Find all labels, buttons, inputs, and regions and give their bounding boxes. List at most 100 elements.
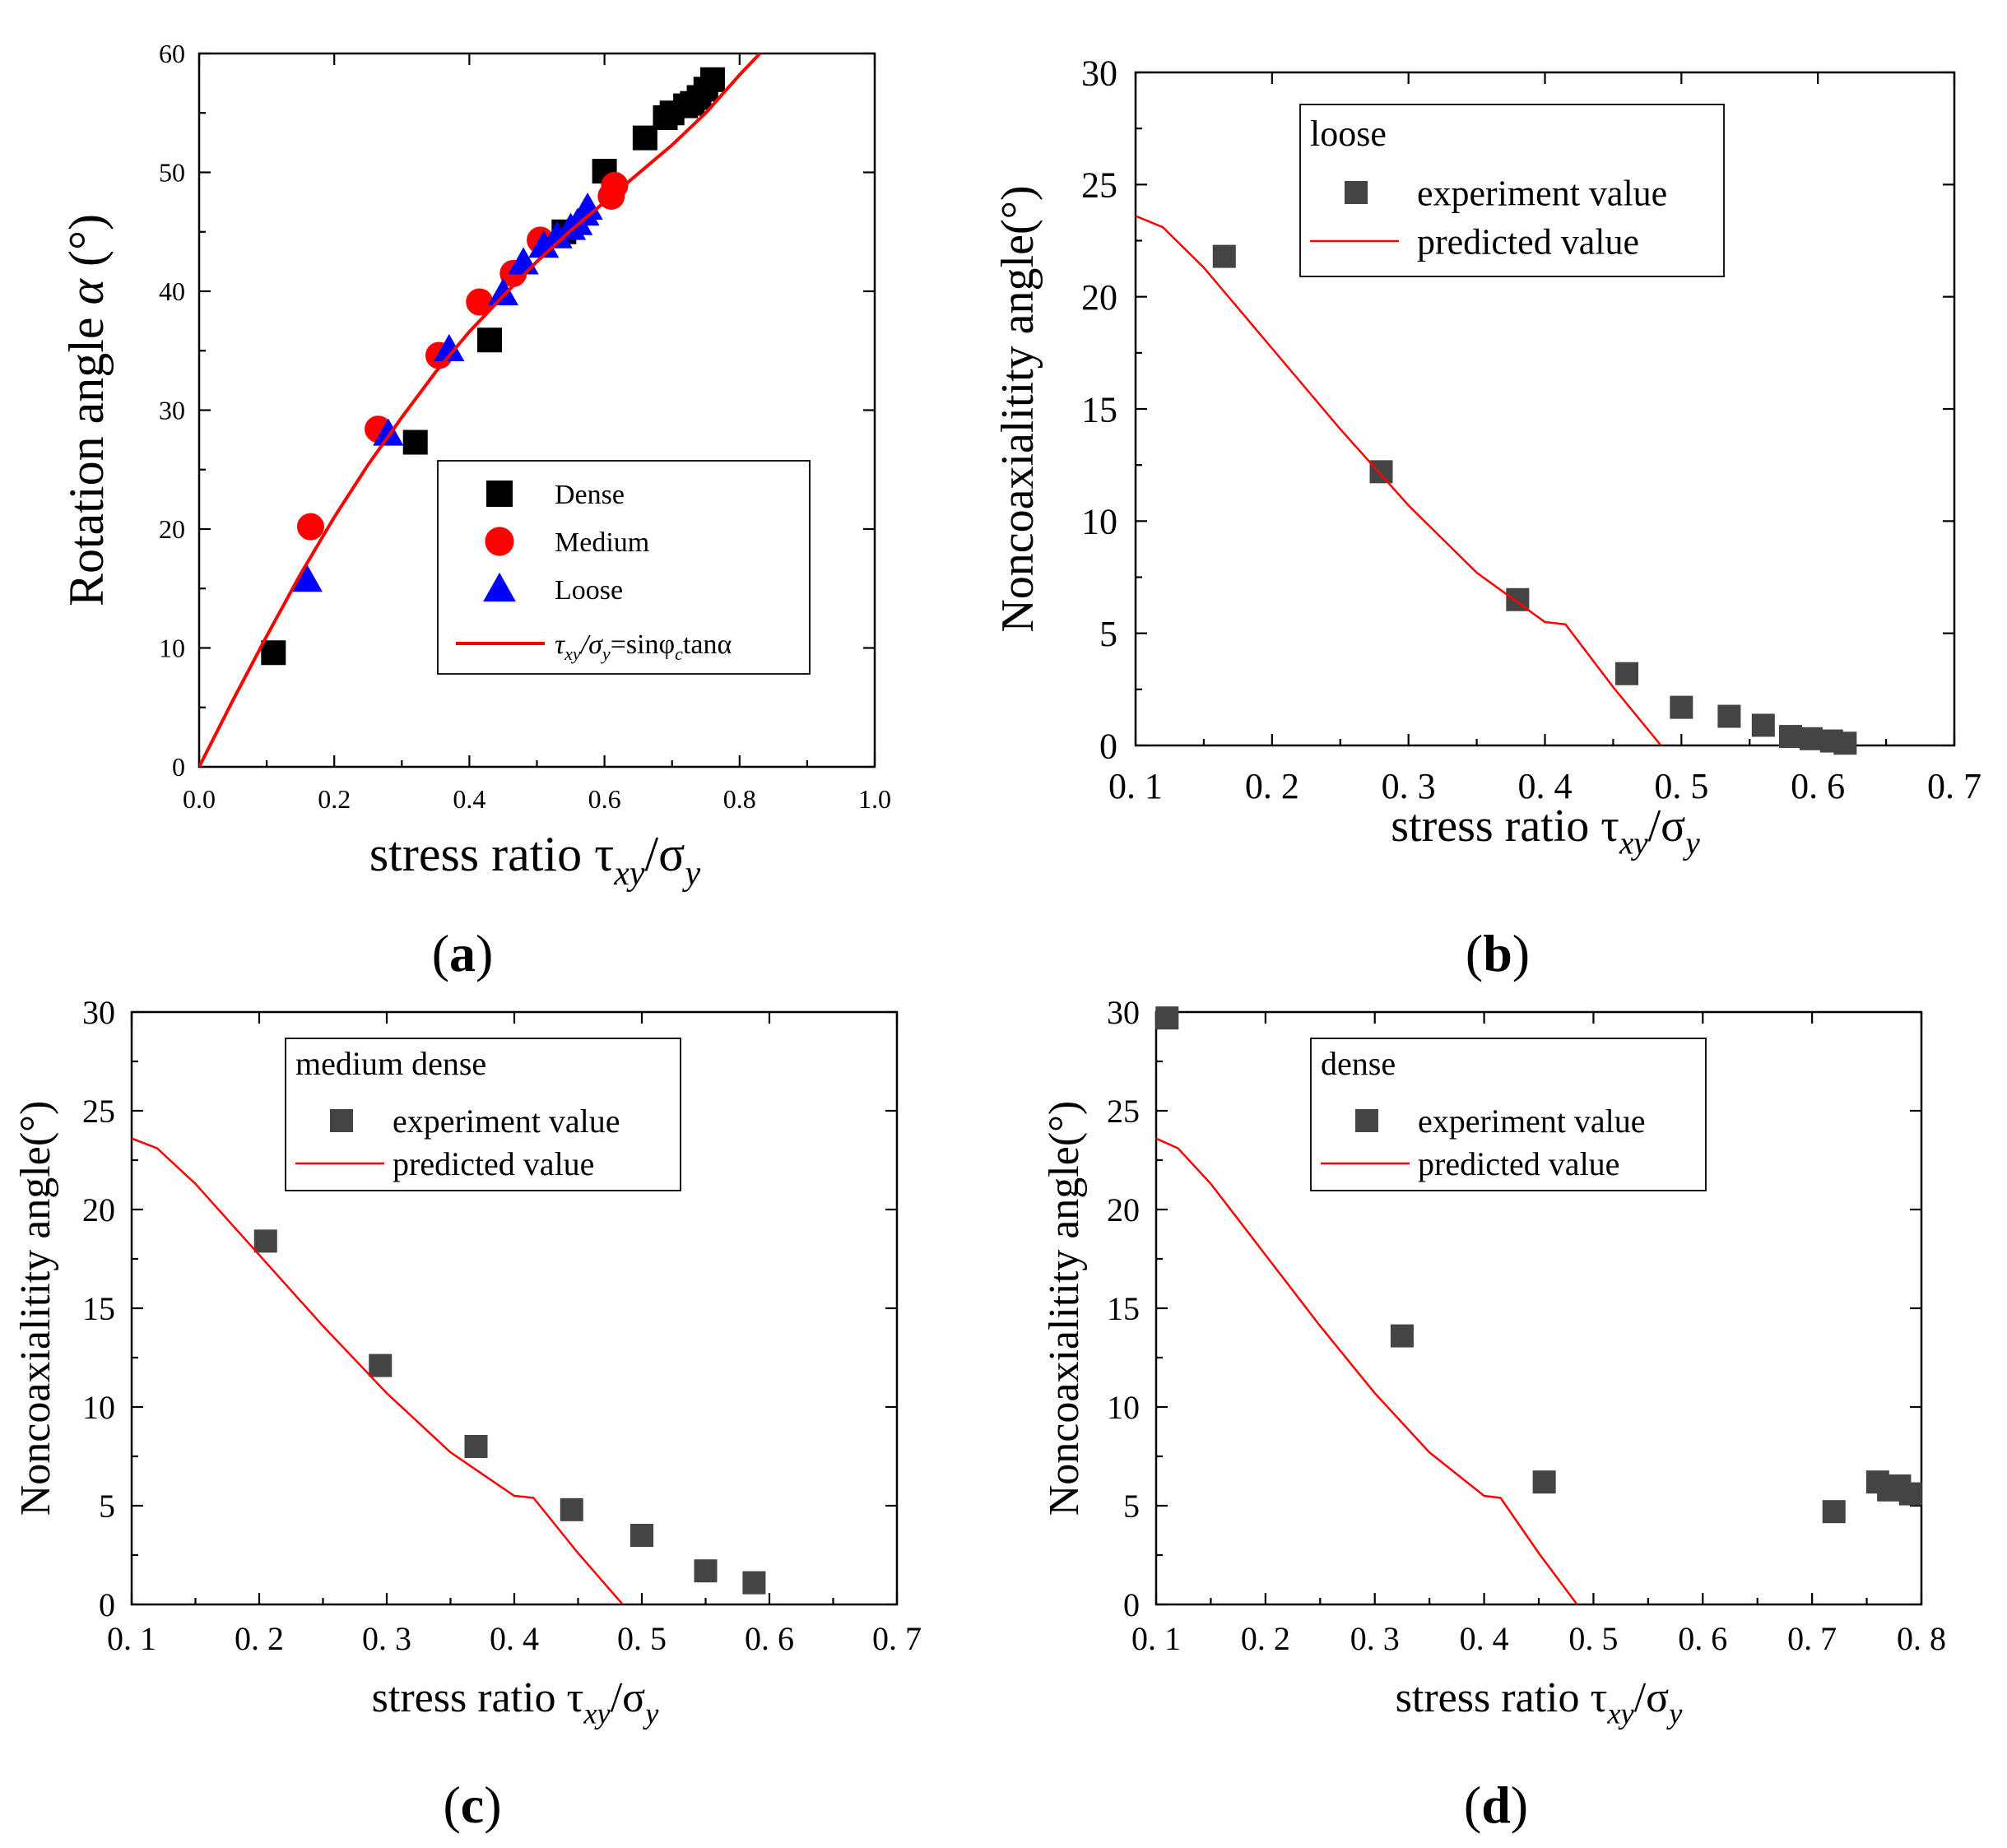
y-axis-label: Noncoaxialitity angle(°) [12,1101,59,1516]
panel-label: (d) [1464,1776,1528,1834]
y-tick-label: 50 [159,158,185,188]
y-tick-label: 30 [159,396,185,425]
y-tick-label: 20 [1081,277,1117,318]
data-point [466,288,494,316]
x-tick-label: 0. 1 [1108,766,1163,806]
data-point [572,192,603,221]
data-point [296,513,324,541]
data-point [1532,1470,1556,1494]
chart-a: 0.0 0.2 0.4 0.6 0.8 1.0 0 10 20 30 40 50 60 stress ra… [59,39,891,982]
y-tick-label: 30 [82,994,115,1031]
x-axis-label: stress ratio τxy/σy [1396,1674,1684,1730]
data-point [601,171,629,199]
data-point [1751,713,1775,737]
series-line [132,1137,624,1604]
legend-marker [330,1109,353,1132]
legend-marker [1345,181,1368,204]
legend-box [1299,104,1725,277]
x-tick-label: 0. 3 [362,1620,411,1657]
x-tick-label: 0. 1 [107,1620,156,1657]
data-point [291,564,323,592]
series-3 [199,53,761,767]
data-point [699,67,725,92]
x-tick-label: 0. 2 [1241,1620,1290,1657]
legend-label: τxy/σy=sinφctanα [555,629,732,664]
legend-marker [483,572,516,602]
data-point [402,429,428,455]
series-line [1136,215,1662,745]
x-tick-label: 0.0 [183,784,216,814]
y-tick-label: 10 [159,634,185,663]
chart-b: 0. 1 0. 2 0. 3 0. 4 0. 5 0. 6 0. 7 0 5 10 15 20 25 30… [992,53,1981,982]
y-tick-label: 30 [1081,53,1117,93]
data-point [1390,1324,1414,1348]
legend-label: predicted value [1418,1145,1619,1182]
legend: loose experiment value predicted value [1299,104,1725,277]
legend-label: Medium [555,527,649,558]
legend-label: experiment value [393,1103,620,1140]
series-line [1156,1137,1578,1604]
data-point [528,230,560,258]
legend-title: medium dense [295,1045,486,1082]
series-0 [253,1229,766,1595]
x-tick-label: 0.6 [588,784,621,814]
x-tick-label: 0. 7 [872,1620,922,1657]
y-tick-label: 30 [1107,994,1140,1031]
legend-marker [485,527,514,556]
y-tick-label: 5 [1123,1488,1140,1525]
x-tick-label: 0. 4 [1518,766,1573,806]
data-point [1369,460,1393,484]
y-tick-label: 10 [1107,1389,1140,1426]
x-tick-label: 0.8 [723,784,756,814]
y-tick-label: 20 [159,514,185,544]
panel-label: (c) [443,1776,501,1834]
legend-label: predicted value [393,1145,594,1182]
data-point [1898,1482,1922,1506]
x-tick-label: 0.2 [318,784,351,814]
panel-label: (a) [432,924,494,982]
panel-label: (b) [1466,924,1530,982]
x-tick-label: 0. 5 [1568,1620,1618,1657]
data-point [1799,727,1823,750]
data-point [1822,1500,1846,1524]
data-point [1779,725,1802,749]
y-axis-label: Rotation angle α (°) [59,214,114,606]
x-tick-label: 0. 2 [1245,766,1299,806]
legend-label: experiment value [1418,1103,1646,1140]
x-tick-label: 0. 4 [1460,1620,1509,1657]
data-point [1615,662,1638,685]
x-tick-label: 0. 5 [617,1620,667,1657]
data-point [694,1559,718,1583]
y-tick-label: 20 [1107,1191,1140,1228]
data-point [1833,731,1857,755]
x-tick-label: 0. 6 [745,1620,794,1657]
data-point [1155,1006,1179,1030]
legend-label: experiment value [1417,173,1667,213]
y-tick-label: 0 [1099,726,1117,766]
data-point [541,221,573,248]
legend-label: Loose [555,575,623,606]
y-tick-label: 0 [172,752,185,782]
y-tick-label: 15 [1081,389,1117,429]
legend-marker [486,481,513,507]
data-point [477,327,503,353]
data-point [1717,704,1741,728]
y-tick-label: 10 [82,1389,115,1426]
y-tick-label: 5 [99,1488,115,1525]
x-tick-label: 0. 3 [1382,766,1436,806]
x-tick-label: 0. 1 [1131,1620,1181,1657]
y-tick-label: 60 [159,39,185,68]
x-tick-label: 0. 4 [490,1620,539,1657]
data-point [560,1497,583,1521]
x-tick-label: 0. 6 [1791,766,1845,806]
y-axis-label: Noncoaxialitity angle(°) [1041,1101,1088,1516]
data-point [369,1353,393,1377]
data-point [253,1229,277,1253]
legend-label: predicted value [1417,221,1639,262]
y-tick-label: 0 [99,1586,115,1623]
data-point [373,418,404,446]
legend: Dense Medium Loose τxy/σy=sinφctanα [437,460,811,675]
series-0 [261,67,725,666]
y-tick-label: 15 [1107,1290,1140,1327]
